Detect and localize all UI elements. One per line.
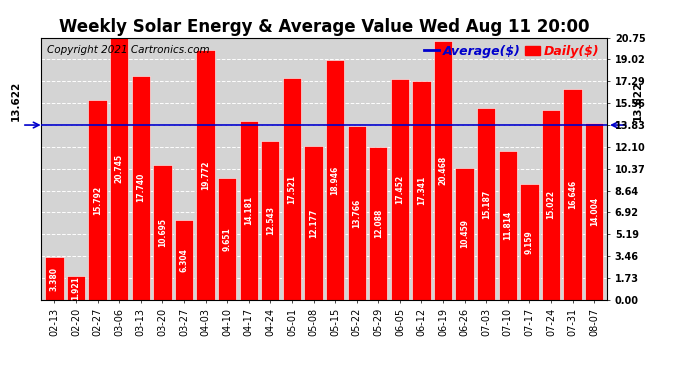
Text: 9.651: 9.651 (223, 227, 232, 251)
Bar (153, 165, 172, 300)
Text: 17.341: 17.341 (417, 176, 426, 205)
Bar (455, 168, 474, 300)
Bar (434, 41, 452, 300)
Text: 10.459: 10.459 (460, 219, 469, 248)
Bar (369, 147, 388, 300)
Bar (45, 257, 63, 300)
Bar (564, 89, 582, 300)
Bar (326, 60, 344, 300)
Bar (218, 178, 236, 300)
Bar (348, 126, 366, 300)
Bar (110, 38, 128, 300)
Bar (585, 123, 604, 300)
Text: 12.543: 12.543 (266, 206, 275, 235)
Bar (304, 146, 323, 300)
Text: 20.745: 20.745 (115, 154, 124, 183)
Bar (542, 110, 560, 300)
Text: 20.468: 20.468 (439, 156, 448, 185)
Text: 17.521: 17.521 (288, 175, 297, 204)
Text: 17.452: 17.452 (395, 175, 404, 204)
Text: 16.646: 16.646 (568, 180, 577, 209)
Bar (132, 76, 150, 300)
Text: Copyright 2021 Cartronics.com: Copyright 2021 Cartronics.com (47, 45, 210, 56)
Bar (197, 50, 215, 300)
Bar (520, 184, 539, 300)
Text: 11.814: 11.814 (504, 211, 513, 240)
Text: 15.792: 15.792 (93, 186, 102, 214)
Text: 17.740: 17.740 (136, 173, 145, 202)
Bar (239, 121, 258, 300)
Bar (499, 150, 517, 300)
Text: 13.622: 13.622 (633, 81, 642, 121)
Text: 10.695: 10.695 (158, 218, 167, 247)
Bar (88, 100, 107, 300)
Text: 14.181: 14.181 (244, 196, 253, 225)
Title: Weekly Solar Energy & Average Value Wed Aug 11 20:00: Weekly Solar Energy & Average Value Wed … (59, 18, 589, 36)
Bar (477, 108, 495, 300)
Text: 6.304: 6.304 (179, 248, 188, 272)
Text: 13.766: 13.766 (352, 198, 361, 228)
Text: 3.380: 3.380 (50, 267, 59, 291)
Bar (67, 276, 85, 300)
Bar (391, 79, 409, 300)
Bar (261, 141, 279, 300)
Text: 19.772: 19.772 (201, 160, 210, 190)
Bar (175, 220, 193, 300)
Text: 12.088: 12.088 (374, 209, 383, 238)
Text: 15.187: 15.187 (482, 189, 491, 219)
Text: 12.177: 12.177 (309, 208, 318, 238)
Text: 15.022: 15.022 (546, 190, 555, 219)
Text: 1.921: 1.921 (72, 276, 81, 300)
Text: 14.004: 14.004 (590, 197, 599, 226)
Text: 9.159: 9.159 (525, 230, 534, 254)
Text: 18.946: 18.946 (331, 165, 339, 195)
Legend: Average($), Daily($): Average($), Daily($) (422, 44, 601, 59)
Bar (283, 78, 301, 300)
Text: 13.622: 13.622 (10, 81, 21, 121)
Bar (413, 81, 431, 300)
